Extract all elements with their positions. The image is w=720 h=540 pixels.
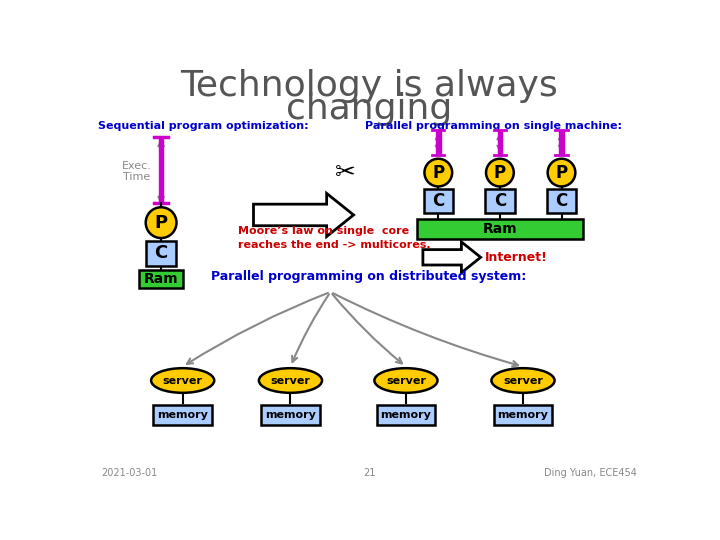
Bar [559, 131, 564, 154]
Bar [498, 131, 503, 154]
Text: C: C [494, 192, 506, 210]
Text: changing: changing [286, 92, 452, 126]
Ellipse shape [259, 368, 322, 393]
Bar [485, 189, 515, 213]
Text: memory: memory [381, 410, 431, 420]
Text: Parallel programming on distributed system:: Parallel programming on distributed syst… [212, 270, 526, 283]
Text: Sequential program optimization:: Sequential program optimization: [98, 122, 309, 131]
Text: 21: 21 [363, 468, 375, 478]
Bar [417, 219, 583, 239]
Text: P: P [555, 164, 567, 181]
Bar [547, 189, 576, 213]
Ellipse shape [492, 368, 554, 393]
Bar [377, 405, 435, 425]
Text: 2021-03-01: 2021-03-01 [101, 468, 157, 478]
Text: Internet!: Internet! [485, 251, 548, 264]
Text: memory: memory [157, 410, 208, 420]
Bar [261, 405, 320, 425]
Text: P: P [494, 164, 506, 181]
Text: P: P [155, 214, 168, 232]
Text: C: C [555, 192, 567, 210]
Text: server: server [271, 375, 310, 386]
Text: server: server [503, 375, 543, 386]
Bar [153, 405, 212, 425]
Circle shape [145, 207, 176, 238]
Circle shape [548, 159, 575, 186]
Text: Ram: Ram [482, 222, 517, 236]
Ellipse shape [374, 368, 438, 393]
Text: C: C [432, 192, 444, 210]
Polygon shape [423, 242, 481, 273]
Text: Moore’s law on single  core
reaches the end -> multicores.: Moore’s law on single core reaches the e… [238, 226, 431, 251]
Text: memory: memory [265, 410, 316, 420]
Text: Ding Yuan, ECE454: Ding Yuan, ECE454 [544, 468, 637, 478]
Circle shape [425, 159, 452, 186]
Text: P: P [432, 164, 444, 181]
Text: Ram: Ram [144, 272, 179, 286]
Text: Exec.
Time: Exec. Time [122, 160, 151, 182]
Bar [159, 137, 163, 204]
Text: C: C [155, 245, 168, 262]
Ellipse shape [151, 368, 215, 393]
Bar [436, 131, 441, 154]
Text: Technology is always: Technology is always [180, 69, 558, 103]
Text: server: server [163, 375, 202, 386]
Bar [146, 241, 176, 266]
Text: server: server [386, 375, 426, 386]
Text: memory: memory [498, 410, 549, 420]
Bar [423, 189, 453, 213]
Polygon shape [253, 193, 354, 237]
Circle shape [486, 159, 514, 186]
Bar [494, 405, 552, 425]
Bar [139, 269, 184, 288]
Text: ✂: ✂ [336, 160, 356, 185]
Text: Parallel programming on single machine:: Parallel programming on single machine: [365, 122, 622, 131]
